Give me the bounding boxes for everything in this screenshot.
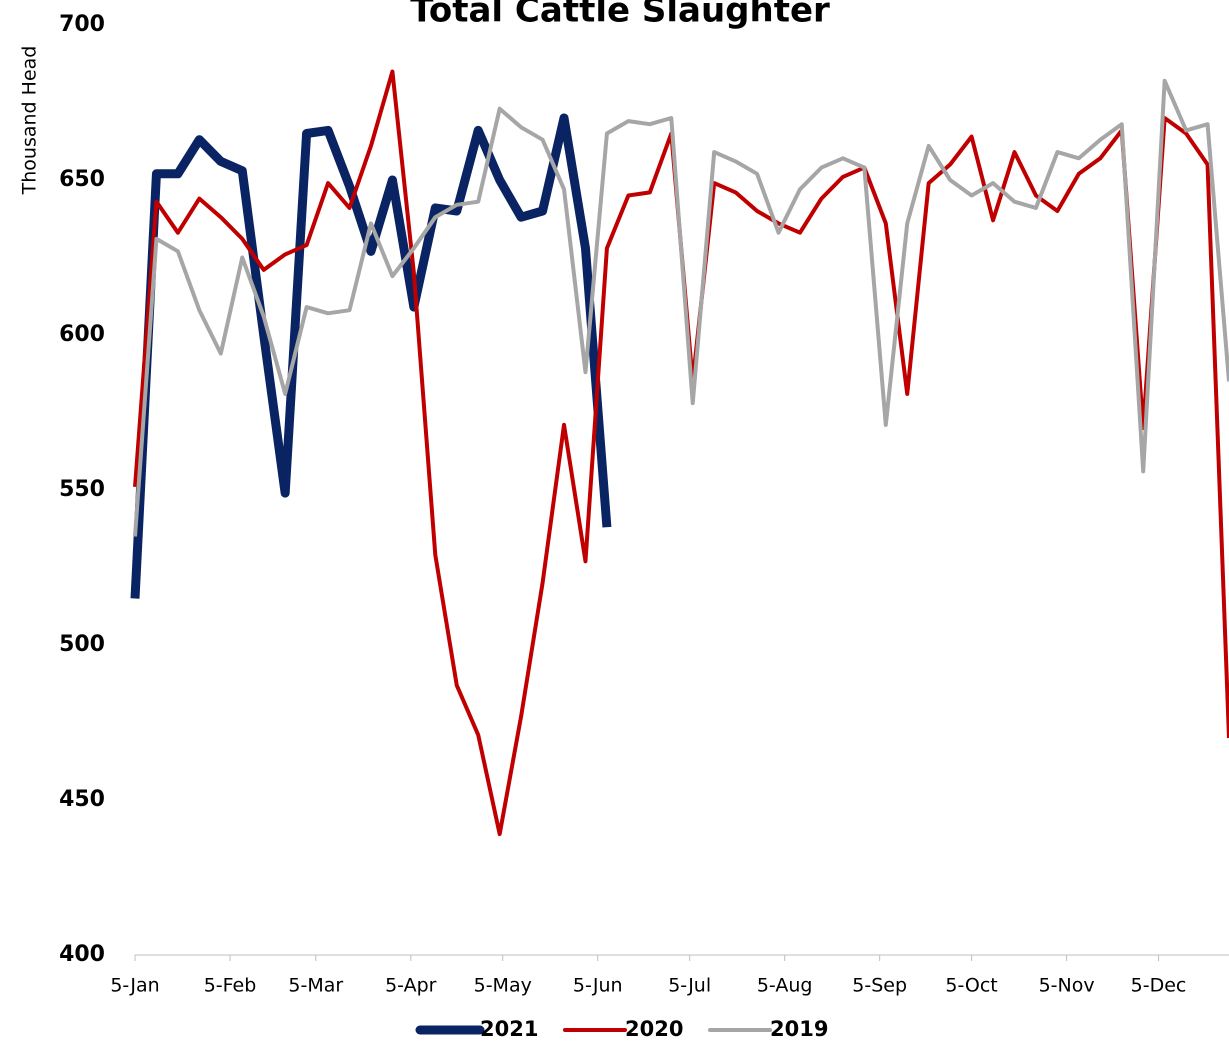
y-tick-label: 450 <box>59 787 105 812</box>
x-tick-label: 5-Jan <box>110 975 159 997</box>
y-tick-label: 700 <box>59 12 105 37</box>
line-series <box>133 78 1229 537</box>
x-tick-label: 5-Apr <box>385 975 437 997</box>
chart-title: Total Cattle Slaughter <box>410 0 830 31</box>
x-tick-label: 5-Mar <box>288 975 343 997</box>
line-series <box>130 113 612 599</box>
y-tick-label: 400 <box>59 942 105 967</box>
y-axis-label: Thousand Head <box>19 46 41 196</box>
x-tick-label: 5-Sep <box>852 975 907 997</box>
x-tick-label: 5-Jul <box>668 975 711 997</box>
legend-label: 2020 <box>625 1017 683 1041</box>
x-tick-label: 5-Jun <box>573 975 623 997</box>
y-tick-label: 550 <box>59 477 105 502</box>
x-tick-label: 5-Feb <box>204 975 257 997</box>
x-tick-label: 5-May <box>474 975 532 997</box>
legend-label: 2019 <box>770 1017 828 1041</box>
x-tick-label: 5-Oct <box>945 975 997 997</box>
x-tick-label: 5-Nov <box>1039 975 1095 997</box>
y-tick-label: 600 <box>59 322 105 347</box>
x-tick-label: 5-Dec <box>1131 975 1187 997</box>
legend-label: 2021 <box>480 1017 538 1041</box>
x-tick-label: 5-Aug <box>757 975 813 997</box>
y-tick-label: 650 <box>59 167 105 192</box>
y-tick-label: 500 <box>59 632 105 657</box>
